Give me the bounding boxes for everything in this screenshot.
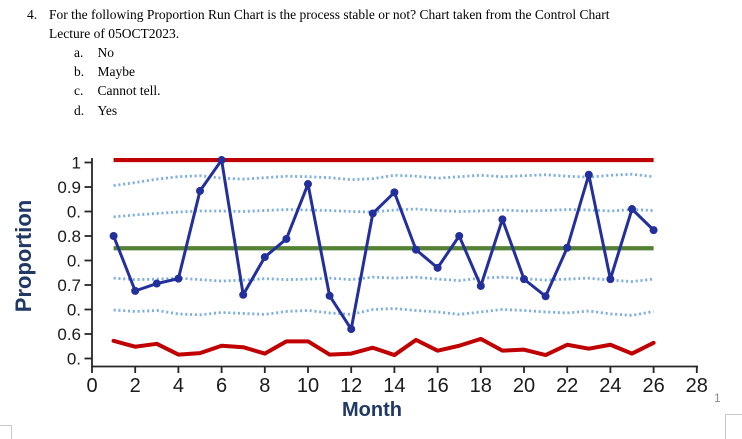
data-point [390,188,399,197]
x-tick-label: 4 [173,375,184,397]
data-point [520,275,528,284]
x-tick-label: 20 [513,375,535,397]
data-point [498,215,507,224]
answer-options: a. No b. Maybe c. Cannot tell. d. Yes [74,43,729,120]
data-point [196,186,204,195]
data-point [325,291,334,300]
answer-option-d: d. Yes [74,101,729,120]
x-tick-label: 10 [297,375,319,397]
x-tick-label: 2 [130,375,141,397]
option-letter: b. [74,64,85,80]
x-tick-label: 22 [556,375,578,397]
data-point [412,245,420,254]
data-point [541,292,550,301]
x-tick-label: 26 [642,375,664,397]
x-tick-label: 6 [216,375,227,397]
y-tick-label: 0.8 [57,227,81,246]
data-series [109,156,658,334]
data-point [239,290,248,299]
data-point [433,263,442,272]
data-point [455,232,464,240]
option-label: Cannot tell. [97,83,161,99]
x-tick-label: 24 [599,375,621,397]
option-letter: d. [74,102,85,118]
next-page-corner-left [0,425,12,439]
data-point [476,281,485,290]
y-tick-label: 0.9 [57,178,81,197]
data-point [368,209,377,218]
data-point [563,243,572,252]
data-point [152,279,161,288]
y-tick-label: 0. [67,203,81,222]
data-point [628,205,636,214]
next-page-corner-right [725,414,742,439]
y-tick-label: 0. [67,301,81,320]
data-point [304,180,312,189]
y-axis-title: Proportion [11,199,36,313]
data-point [282,234,291,243]
option-letter: a. [74,45,84,60]
y-tick-label: 0.7 [57,276,81,295]
answer-option-b: b. Maybe [74,62,729,81]
x-tick-label: 8 [259,375,270,397]
data-point [109,232,118,240]
page-number: 1 [714,391,721,405]
x-tick-label: 28 [686,375,708,397]
x-tick-label: 12 [340,375,362,397]
x-axis-title: Month [342,399,402,421]
option-label: Yes [97,102,118,118]
question-line-2: Lecture of 05OCT2023. [49,26,180,41]
x-tick-label: 18 [470,375,492,397]
answer-option-a: a. No [74,43,729,62]
question-line-1: 4. For the following Proportion Run Char… [27,5,729,24]
x-axis-ticks: 0 2 4 6 8 10 12 14 16 18 20 22 24 26 28 [86,366,708,397]
x-tick-label: 0 [86,375,97,397]
data-point [649,226,658,235]
sigma-band-lines [113,172,654,317]
x-tick-label: 16 [426,375,448,397]
data-point [260,253,269,262]
y-tick-label: 0. [67,252,81,271]
x-tick-label: 14 [383,375,405,397]
answer-option-c: c. Cannot tell. [74,81,729,100]
y-tick-label: 0.6 [57,325,81,344]
data-point [606,275,615,284]
control-lines [111,157,656,358]
question-block: 4. For the following Proportion Run Char… [27,5,729,120]
option-label: Maybe [97,64,136,80]
data-point [584,170,593,179]
question-number: 4. [27,7,38,22]
data-point [131,286,140,295]
option-letter: c. [74,83,84,99]
y-tick-label: 0. [67,350,81,369]
y-axis-ticks: 1 0.9 0. 0.8 0. 0.7 0. 0.6 0. [57,154,92,369]
y-tick-label: 1 [72,154,81,173]
option-label: No [97,45,115,60]
data-point [217,156,226,165]
data-point [174,274,183,283]
data-point [347,325,356,334]
question-text: For the following Proportion Run Chart i… [49,7,610,22]
